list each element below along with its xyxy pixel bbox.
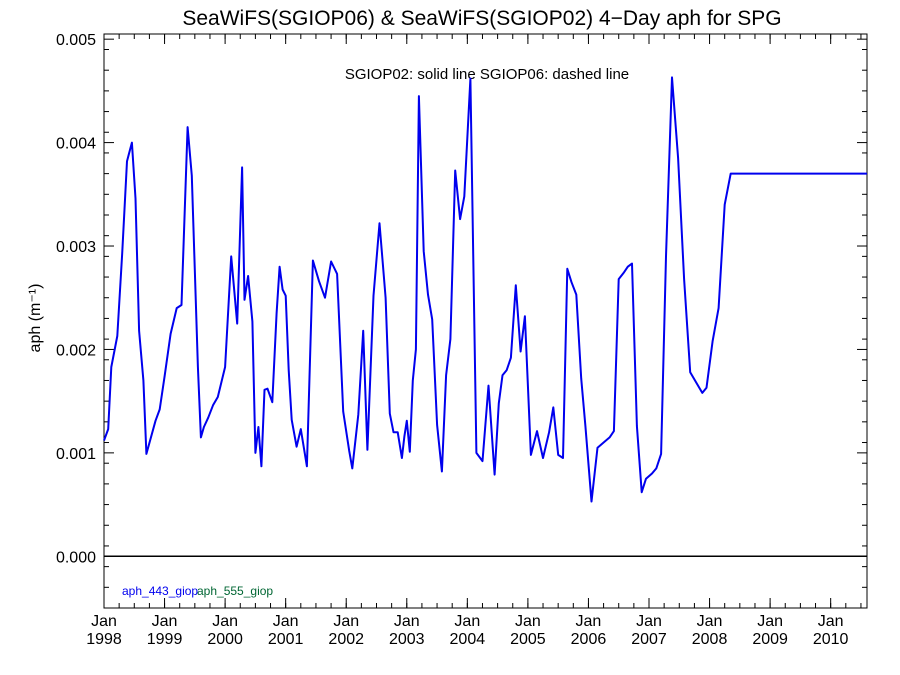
x-tick-year: 2005: [510, 631, 546, 648]
plot-frame: [103, 33, 868, 609]
x-tick-month: Jan: [333, 613, 359, 630]
x-tick-year: 2002: [328, 631, 364, 648]
x-tick-year: 2000: [207, 631, 243, 648]
x-tick-year: 2006: [571, 631, 607, 648]
legend-label: aph_555_giop: [197, 584, 273, 598]
x-tick-month: Jan: [697, 613, 723, 630]
chart-title: SeaWiFS(SGIOP06) & SeaWiFS(SGIOP02) 4−Da…: [182, 7, 781, 30]
x-tick-month: Jan: [394, 613, 420, 630]
x-tick-year: 2003: [389, 631, 425, 648]
x-tick-month: Jan: [515, 613, 541, 630]
x-tick-month: Jan: [757, 613, 783, 630]
x-tick-month: Jan: [273, 613, 299, 630]
x-tick-year: 2007: [631, 631, 667, 648]
y-tick-label: 0.004: [56, 136, 96, 153]
y-tick-label: 0.001: [56, 446, 96, 463]
x-tick-month: Jan: [636, 613, 662, 630]
series-line-sgiop02-aph-443-giop: [103, 76, 867, 503]
y-axis-label: aph (m⁻¹): [27, 284, 44, 353]
series-layer: [103, 76, 867, 503]
x-tick-year: 2009: [752, 631, 788, 648]
x-tick-year: 1998: [86, 631, 122, 648]
legend-label: aph_443_giop: [122, 584, 198, 598]
x-tick-year: 2008: [692, 631, 728, 648]
y-tick-label: 0.000: [56, 549, 96, 566]
x-tick-month: Jan: [212, 613, 238, 630]
y-tick-label: 0.003: [56, 239, 96, 256]
line-style-annotation: SGIOP02: solid line SGIOP06: dashed line: [345, 66, 629, 83]
x-tick-year: 2001: [268, 631, 304, 648]
y-tick-label: 0.002: [56, 342, 96, 359]
x-tick-month: Jan: [576, 613, 602, 630]
y-tick-label: 0.005: [56, 32, 96, 49]
x-tick-year: 1999: [147, 631, 183, 648]
x-tick-year: 2004: [450, 631, 486, 648]
x-tick-month: Jan: [454, 613, 480, 630]
y-axis-ticks: 0.000 0.001 0.002 0.003 0.004 0.005: [56, 32, 867, 609]
x-tick-month: Jan: [818, 613, 844, 630]
x-tick-month: Jan: [91, 613, 117, 630]
x-tick-month: Jan: [152, 613, 178, 630]
x-tick-year: 2010: [813, 631, 849, 648]
x-axis-ticks: Jan1998Jan1999Jan2000Jan2001Jan2002Jan20…: [86, 34, 862, 648]
